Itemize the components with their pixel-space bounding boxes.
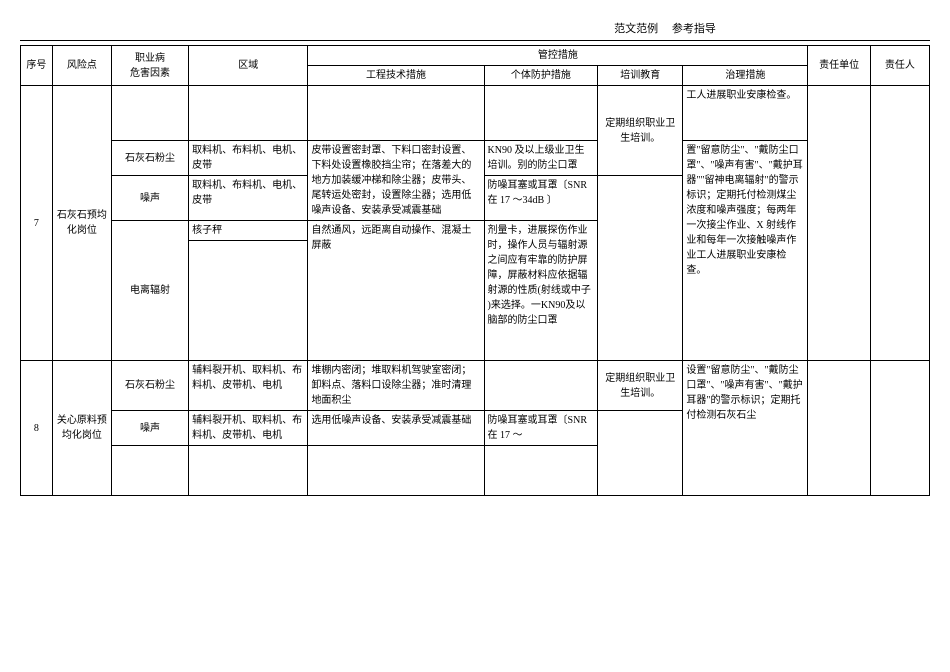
th-seq: 序号 — [21, 46, 53, 86]
cell-factor: 石灰石粉尘 — [111, 141, 188, 176]
cell-train — [598, 411, 683, 496]
th-factor: 职业病 危害因素 — [111, 46, 188, 86]
cell-risk: 关心原料预均化岗位 — [52, 361, 111, 496]
cell-person — [870, 86, 929, 361]
th-control: 管控措施 — [308, 46, 808, 66]
cell-seq: 7 — [21, 86, 53, 361]
cell-eng: 自然通风，远距离自动操作、混凝土屏蔽 — [308, 221, 484, 361]
cell-area: 取料机、布料机、电机、皮带 — [189, 176, 308, 221]
cell-train: 定期组织职业卫生培训。 — [598, 361, 683, 411]
cell-factor: 噪声 — [111, 411, 188, 446]
header-right: 参考指导 — [672, 23, 716, 35]
cell-ppe: 防噪耳塞或耳罩〔SNR 在 17 ～ — [484, 411, 598, 446]
header-left: 范文范例 — [614, 23, 658, 35]
cell-person — [870, 361, 929, 496]
cell-eng: 选用低噪声设备、安装承受减震基础 — [308, 411, 484, 446]
cell-train — [598, 176, 683, 361]
cell-treat: 工人进展职业安康检查。 — [683, 86, 808, 141]
th-treat: 治理措施 — [683, 66, 808, 86]
cell-factor: 噪声 — [111, 176, 188, 221]
cell-blank — [189, 446, 308, 496]
cell-unit — [808, 361, 870, 496]
table-row: 8 关心原料预均化岗位 石灰石粉尘 辅料裂开机、取料机、布料机、皮带机、电机 堆… — [21, 361, 930, 411]
cell-ppe — [484, 361, 598, 411]
th-eng: 工程技术措施 — [308, 66, 484, 86]
cell-ppe: 剂量卡，进展探伤作业时，操作人员与辐射源之间应有牢靠的防护屏障，屏蔽材料应依据辐… — [484, 221, 598, 361]
cell-unit — [808, 86, 870, 361]
th-area: 区域 — [189, 46, 308, 86]
cell-area: 辅料裂开机、取料机、布料机、皮带机、电机 — [189, 361, 308, 411]
cell-area: 核子秤 — [189, 221, 308, 241]
cell-factor: 电离辐射 — [111, 221, 188, 361]
th-ppe: 个体防护措施 — [484, 66, 598, 86]
table-row: 石灰石粉尘 取料机、布料机、电机、皮带 皮带设置密封罩、下料口密封设置、下料处设… — [21, 141, 930, 176]
th-unit: 责任单位 — [808, 46, 870, 86]
cell-ppe: 防噪耳塞或耳罩〔SNR 在 17 ～34dB 〕 — [484, 176, 598, 221]
cell-eng: 皮带设置密封罩、下料口密封设置、下料处设置橡胶挡尘帘；在落差大的地方加装缓冲梯和… — [308, 141, 484, 221]
th-risk: 风险点 — [52, 46, 111, 86]
cell-eng: 堆棚内密闭；堆取料机驾驶室密闭；卸料点、落料口设除尘器；准时清理地面积尘 — [308, 361, 484, 411]
page-header: 范文范例 参考指导 — [20, 20, 930, 41]
cell-blank — [308, 446, 484, 496]
cell-treat: 设置"留意防尘"、"戴防尘口罩"、"噪声有害"、"戴护耳器"的警示标识；定期托付… — [683, 361, 808, 496]
cell-blank — [189, 86, 308, 141]
cell-area — [189, 241, 308, 361]
th-train: 培训教育 — [598, 66, 683, 86]
cell-area: 辅料裂开机、取料机、布料机、皮带机、电机 — [189, 411, 308, 446]
th-person: 责任人 — [870, 46, 929, 86]
cell-risk: 石灰石预均化岗位 — [52, 86, 111, 361]
cell-factor: 石灰石粉尘 — [111, 361, 188, 411]
risk-table: 序号 风险点 职业病 危害因素 区域 管控措施 责任单位 责任人 工程技术措施 … — [20, 45, 930, 496]
cell-blank — [308, 86, 484, 141]
cell-area: 取料机、布料机、电机、皮带 — [189, 141, 308, 176]
cell-blank — [111, 86, 188, 141]
table-row: 7 石灰石预均化岗位 定期组织职业卫生培训。 工人进展职业安康检查。 — [21, 86, 930, 141]
cell-blank — [111, 446, 188, 496]
cell-treat: 置"留意防尘"、"戴防尘口罩"、"噪声有害"、"戴护耳器""留神电离辐射"的警示… — [683, 141, 808, 361]
cell-ppe: KN90 及以上级业卫生培训。别的防尘口罩 — [484, 141, 598, 176]
cell-blank — [484, 86, 598, 141]
table-header-row: 序号 风险点 职业病 危害因素 区域 管控措施 责任单位 责任人 — [21, 46, 930, 66]
cell-seq: 8 — [21, 361, 53, 496]
cell-train: 定期组织职业卫生培训。 — [598, 86, 683, 176]
cell-blank — [484, 446, 598, 496]
